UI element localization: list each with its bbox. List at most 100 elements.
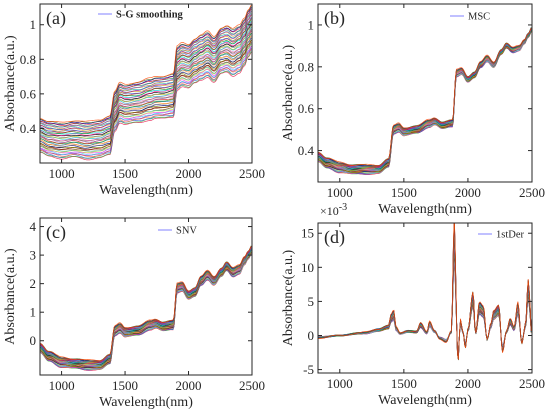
series-line xyxy=(318,28,532,168)
series-line xyxy=(318,251,532,353)
series-line xyxy=(318,29,532,171)
series-group xyxy=(40,245,252,371)
y-tick-label: 2 xyxy=(30,276,37,291)
series-line xyxy=(40,52,252,161)
series-line xyxy=(40,246,252,362)
y-tick-label: 0.4 xyxy=(20,121,37,136)
y-tick-label: 0.8 xyxy=(298,59,314,74)
panel-label: (a) xyxy=(46,8,66,29)
x-tick-label: 1500 xyxy=(112,166,138,181)
x-tick-label: 2500 xyxy=(239,378,265,393)
series-line xyxy=(40,249,252,366)
series-line xyxy=(318,247,532,354)
series-line xyxy=(40,48,252,157)
series-line xyxy=(318,234,532,357)
series-line xyxy=(318,27,532,168)
series-group xyxy=(318,27,532,175)
x-tick-label: 1500 xyxy=(112,378,138,393)
series-line xyxy=(318,27,532,168)
series-line xyxy=(318,27,532,169)
series-line xyxy=(40,32,252,145)
series-line xyxy=(318,223,532,360)
series-line xyxy=(318,255,532,353)
series-line xyxy=(40,4,252,123)
x-tick-label: 1000 xyxy=(327,376,353,391)
y-axis-label: Absorbance(a.u.) xyxy=(281,44,296,141)
panel-label: (b) xyxy=(324,8,345,29)
x-tick-label: 2500 xyxy=(239,166,265,181)
x-tick-label: 2000 xyxy=(176,378,202,393)
series-line xyxy=(318,248,532,353)
chart-panel-1: 1000 1500 2000 2500 0.4 0.6 0.8 1 Wavelength(nm)… xyxy=(281,3,545,217)
series-line xyxy=(40,249,252,366)
series-line xyxy=(40,246,252,364)
series-line xyxy=(40,249,252,366)
series-line xyxy=(318,240,532,356)
y-tick-label: 1 xyxy=(308,17,315,32)
x-axis-label: Wavelength(nm) xyxy=(99,183,193,198)
series-line xyxy=(40,250,252,368)
series-line xyxy=(40,14,252,131)
series-line xyxy=(318,227,532,358)
series-line xyxy=(40,11,252,130)
series-line xyxy=(40,18,252,134)
x-tick-label: 1500 xyxy=(391,376,417,391)
series-line xyxy=(318,229,532,357)
series-line xyxy=(318,28,532,168)
series-line xyxy=(318,249,532,353)
series-line xyxy=(40,246,252,362)
series-line xyxy=(40,248,252,365)
series-line xyxy=(318,231,532,357)
series-line xyxy=(318,29,532,172)
series-line xyxy=(40,249,252,365)
y-tick-label: 15 xyxy=(301,226,314,241)
series-line xyxy=(318,223,532,359)
series-line xyxy=(40,45,252,154)
axes-box xyxy=(317,222,533,374)
series-group xyxy=(40,4,252,161)
series-line xyxy=(318,223,532,360)
x-tick-label: 2500 xyxy=(519,376,545,391)
x-tick-label: 2000 xyxy=(455,185,481,200)
series-line xyxy=(318,28,532,169)
series-line xyxy=(40,8,252,126)
axis-exponent-power: -3 xyxy=(339,202,347,213)
series-line xyxy=(40,246,252,362)
series-line xyxy=(318,238,532,356)
y-tick-label: 0.6 xyxy=(20,86,37,101)
series-line xyxy=(40,10,252,128)
y-axis-label: Absorbance(a.u.) xyxy=(281,249,296,346)
series-line xyxy=(40,247,252,364)
legend: 1stDer xyxy=(478,230,524,241)
series-line xyxy=(40,251,252,368)
series-line xyxy=(318,257,532,353)
x-tick-label: 2000 xyxy=(176,166,202,181)
y-tick-label: 0 xyxy=(308,328,315,343)
series-line xyxy=(40,19,252,134)
series-line xyxy=(318,242,532,356)
series-line xyxy=(40,17,252,132)
y-tick-label: 0 xyxy=(30,333,37,348)
chart-panel-0: 1000 1500 2000 2500 0.4 0.6 0.8 1 Wavelength(nm)… xyxy=(3,3,265,198)
series-line xyxy=(40,246,252,363)
series-line xyxy=(40,36,252,148)
series-line xyxy=(318,28,532,169)
series-line xyxy=(40,30,252,143)
axes-box xyxy=(317,3,533,183)
y-axis-label: Absorbance(a.u.) xyxy=(3,35,18,132)
series-line xyxy=(318,245,532,354)
series-line xyxy=(318,29,532,170)
y-tick-label: 5 xyxy=(308,294,315,309)
series-line xyxy=(318,243,532,355)
legend: MSC xyxy=(450,12,490,23)
y-tick-label: 0.8 xyxy=(20,52,36,67)
panel-label: (c) xyxy=(46,222,66,243)
series-line xyxy=(318,28,532,167)
series-group xyxy=(318,223,532,361)
series-line xyxy=(40,247,252,364)
legend: S-G smoothing xyxy=(98,10,184,21)
series-line xyxy=(40,8,252,128)
axis-exponent: ×10-3 xyxy=(320,202,347,218)
series-line xyxy=(318,29,532,169)
y-tick-label: 10 xyxy=(301,260,314,275)
